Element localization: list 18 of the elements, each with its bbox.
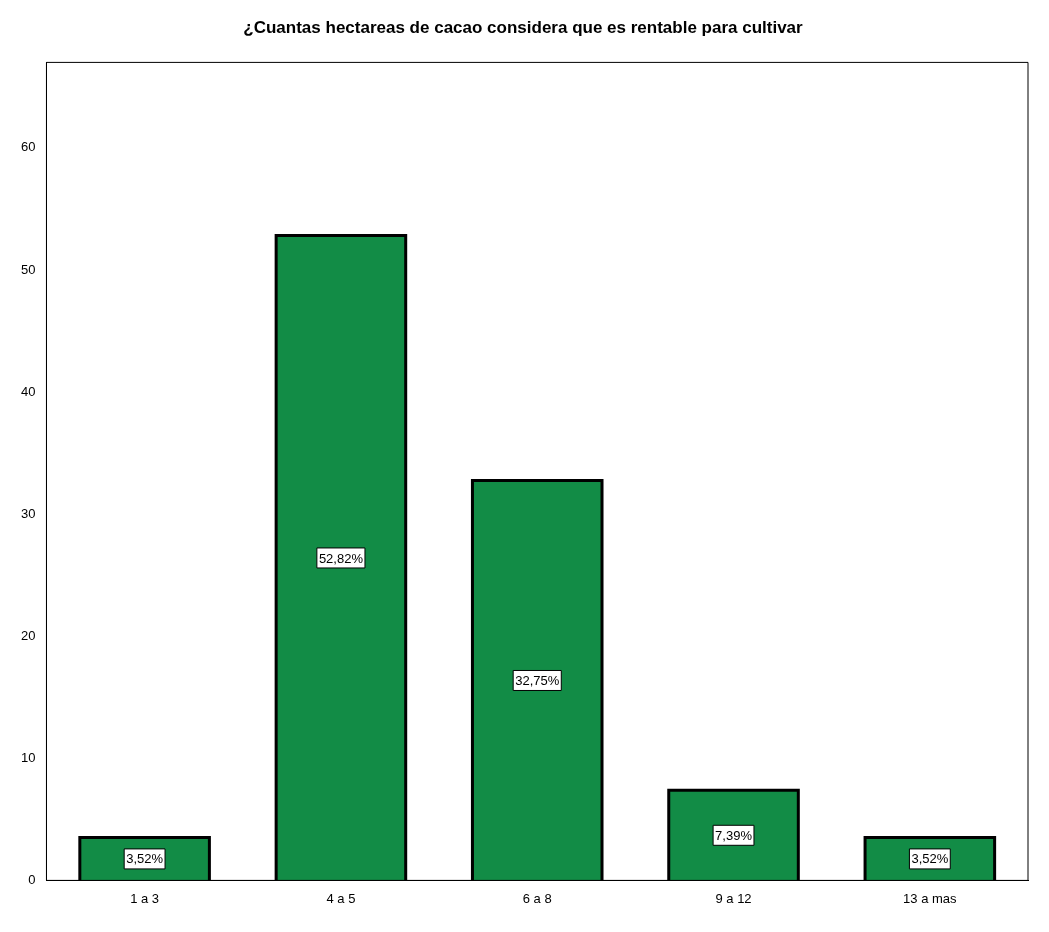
x-tick-label: 9 a 12 bbox=[715, 890, 752, 906]
x-tick-label: 1 a 3 bbox=[130, 890, 160, 906]
data-label: 32,75% bbox=[515, 673, 560, 689]
data-label: 3,52% bbox=[911, 851, 949, 867]
y-tick-label: 20 bbox=[20, 627, 36, 643]
data-label: 52,82% bbox=[318, 550, 364, 566]
y-tick-label: 40 bbox=[20, 383, 36, 399]
y-tick-label: 60 bbox=[20, 139, 36, 155]
chart-title: ¿Cuantas hectareas de cacao considera que es rentable para cultivar bbox=[243, 17, 804, 37]
y-tick-label: 10 bbox=[20, 749, 36, 765]
data-label: 7,39% bbox=[715, 827, 753, 843]
x-tick-label: 13 a mas bbox=[903, 890, 958, 906]
y-tick-label: 0 bbox=[28, 871, 36, 887]
x-tick-label: 6 a 8 bbox=[522, 890, 552, 906]
x-tick-label: 4 a 5 bbox=[326, 890, 356, 906]
y-tick-label: 50 bbox=[20, 261, 36, 277]
data-label: 3,52% bbox=[126, 851, 164, 867]
y-tick-label: 30 bbox=[20, 505, 36, 521]
